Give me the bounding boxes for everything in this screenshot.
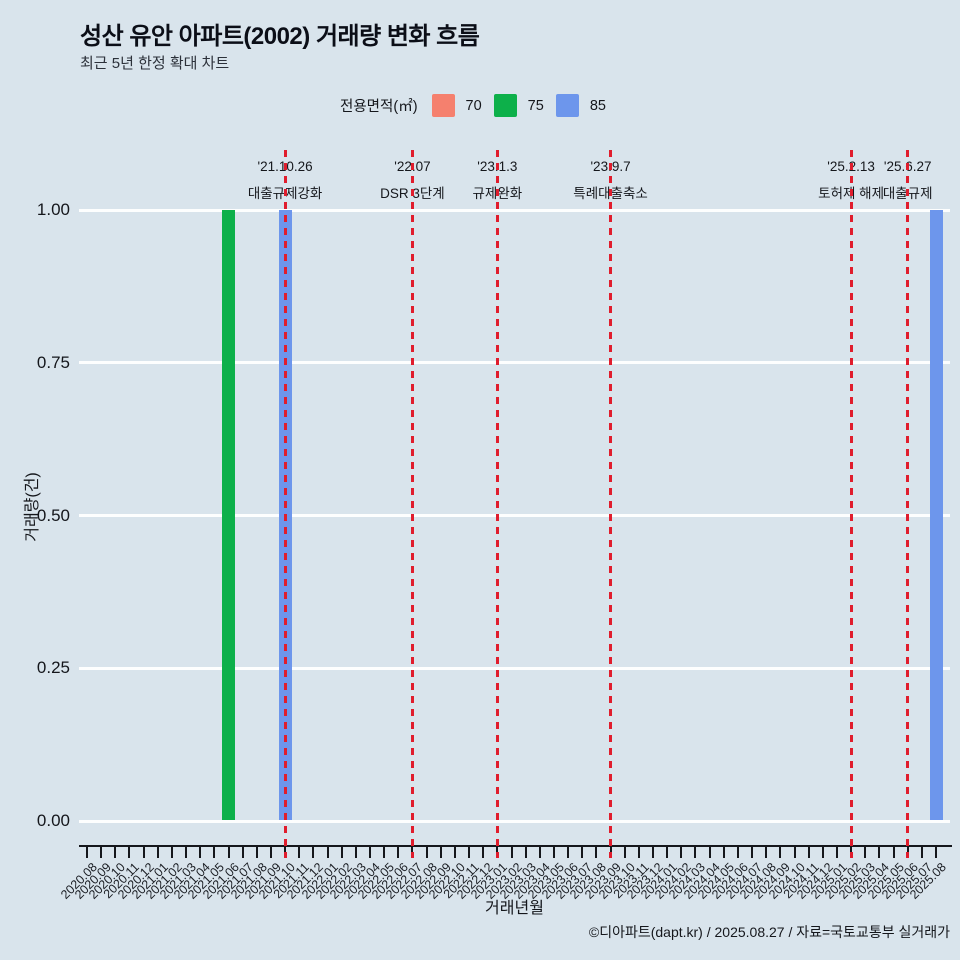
legend-label-75: 75 bbox=[527, 97, 544, 114]
x-tick-2022.06 bbox=[397, 847, 400, 858]
legend-label-85: 85 bbox=[589, 97, 606, 114]
x-axis-line bbox=[79, 845, 952, 847]
annotation-line-2025.02 bbox=[849, 150, 853, 858]
x-tick-2021.01 bbox=[156, 847, 159, 858]
legend: 전용면적(㎡) 70 75 85 bbox=[340, 94, 606, 117]
annotation-line-2025.06 bbox=[906, 150, 910, 858]
credit-footer: ©디아파트(dapt.kr) / 2025.08.27 / 자료=국토교통부 실… bbox=[588, 924, 950, 940]
x-tick-2024.02 bbox=[680, 847, 683, 858]
x-tick-2025.08 bbox=[935, 847, 937, 858]
x-tick-2024.10 bbox=[793, 847, 796, 858]
x-tick-2020.09 bbox=[100, 847, 103, 858]
x-tick-2021.05 bbox=[213, 847, 216, 858]
page-subtitle: 최근 5년 한정 확대 차트 bbox=[80, 55, 230, 72]
gridline-0.75 bbox=[79, 361, 950, 365]
x-tick-2020.11 bbox=[128, 847, 131, 858]
x-tick-2025.04 bbox=[878, 847, 881, 858]
x-tick-2020.08 bbox=[86, 847, 88, 858]
x-tick-2023.02 bbox=[510, 847, 513, 858]
x-tick-2024.01 bbox=[666, 847, 669, 858]
x-tick-2022.09 bbox=[439, 847, 442, 858]
x-tick-2024.06 bbox=[736, 847, 739, 858]
x-tick-2022.11 bbox=[468, 847, 471, 858]
x-tick-2023.10 bbox=[623, 847, 626, 858]
legend-item-70[interactable]: 70 bbox=[431, 94, 482, 117]
x-tick-2023.08 bbox=[595, 847, 598, 858]
x-tick-2025.05 bbox=[892, 847, 895, 858]
x-tick-2023.05 bbox=[552, 847, 555, 858]
x-tick-2024.07 bbox=[751, 847, 754, 858]
x-tick-2022.03 bbox=[354, 847, 357, 858]
gridline-0.50 bbox=[79, 514, 950, 517]
x-tick-2021.12 bbox=[312, 847, 315, 858]
x-axis-title: 거래년월 bbox=[485, 900, 544, 917]
legend-swatch-85 bbox=[555, 94, 579, 117]
x-tick-2025.07 bbox=[920, 847, 923, 858]
y-tick-label-0.50: 0.50 bbox=[36, 505, 70, 525]
x-tick-2024.12 bbox=[821, 847, 824, 858]
x-tick-2021.02 bbox=[170, 847, 173, 858]
x-tick-2022.01 bbox=[326, 847, 329, 858]
annotation-date-2025.06: '25.6.27 bbox=[823, 159, 960, 174]
x-tick-2023.06 bbox=[567, 847, 570, 858]
bar-85-2025.08[interactable] bbox=[929, 210, 943, 820]
bar-75-2021.06[interactable] bbox=[222, 210, 235, 820]
gridline-0.25 bbox=[79, 666, 950, 670]
x-tick-2024.08 bbox=[765, 847, 768, 858]
gridline-0.00 bbox=[79, 819, 950, 823]
x-tick-2024.04 bbox=[708, 847, 711, 858]
legend-swatch-70 bbox=[431, 94, 455, 117]
x-tick-2024.11 bbox=[807, 847, 810, 858]
legend-label-70: 70 bbox=[465, 97, 482, 114]
x-tick-2020.10 bbox=[114, 847, 117, 858]
x-tick-2023.12 bbox=[652, 847, 654, 858]
x-tick-2023.03 bbox=[524, 847, 527, 858]
x-tick-2022.02 bbox=[340, 847, 343, 858]
x-tick-2022.08 bbox=[425, 847, 428, 858]
annotation-line-2023.09 bbox=[609, 150, 613, 858]
x-tick-2021.06 bbox=[227, 847, 230, 858]
gridline-1.00 bbox=[79, 208, 950, 212]
x-tick-2024.05 bbox=[722, 847, 725, 858]
y-tick-label-0.25: 0.25 bbox=[36, 658, 70, 678]
annotation-label-2025.06: 대출규제 bbox=[823, 182, 960, 202]
annotation-line-2021.10 bbox=[283, 150, 287, 858]
annotation-line-2023.01 bbox=[495, 150, 499, 858]
x-tick-2024.03 bbox=[694, 847, 697, 858]
x-tick-2022.10 bbox=[453, 847, 456, 858]
x-tick-2022.04 bbox=[369, 847, 371, 858]
x-tick-2020.12 bbox=[142, 847, 145, 858]
legend-item-85[interactable]: 85 bbox=[555, 94, 606, 117]
legend-swatch-75 bbox=[493, 94, 517, 117]
x-tick-2021.11 bbox=[298, 847, 301, 858]
page-title: 성산 유안 아파트(2002) 거래량 변화 흐름 bbox=[80, 23, 480, 50]
legend-item-75[interactable]: 75 bbox=[493, 94, 544, 117]
x-tick-2022.12 bbox=[482, 847, 485, 858]
x-tick-2023.04 bbox=[538, 847, 541, 858]
x-tick-2023.11 bbox=[637, 847, 640, 858]
y-tick-label-1.00: 1.00 bbox=[36, 200, 70, 219]
x-tick-2023.07 bbox=[581, 847, 584, 858]
x-tick-2021.07 bbox=[241, 847, 244, 858]
x-tick-2021.03 bbox=[185, 847, 188, 858]
x-tick-2025.03 bbox=[864, 847, 867, 858]
x-tick-2025.01 bbox=[835, 847, 838, 858]
x-tick-2024.09 bbox=[779, 847, 782, 858]
y-tick-label-0.00: 0.00 bbox=[36, 811, 70, 830]
legend-title: 전용면적(㎡) bbox=[340, 99, 418, 115]
y-tick-label-0.75: 0.75 bbox=[36, 352, 70, 372]
x-tick-2021.09 bbox=[269, 847, 272, 858]
x-tick-2021.08 bbox=[255, 847, 258, 858]
x-tick-2022.05 bbox=[383, 847, 386, 858]
annotation-line-2022.07 bbox=[410, 150, 414, 858]
x-tick-2021.04 bbox=[199, 847, 202, 858]
